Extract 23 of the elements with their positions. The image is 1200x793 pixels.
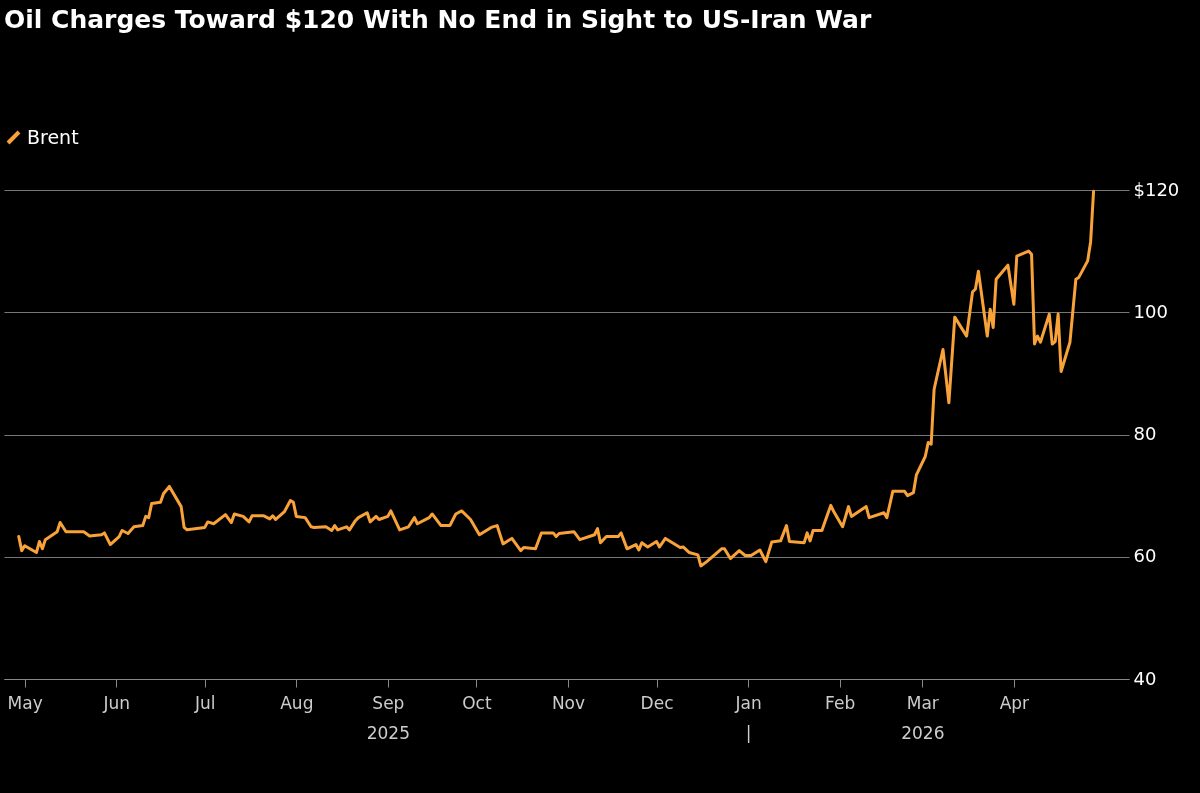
chart-title: Oil Charges Toward $120 With No End in Sight to US-Iran War	[4, 5, 872, 34]
x2-tick-label: 2025	[366, 722, 410, 743]
x-tick-label: Nov	[551, 692, 586, 713]
x2-tick-label: 2026	[901, 722, 945, 743]
x2-tick-label: |	[745, 722, 752, 743]
y-tick-label: 60	[1133, 545, 1157, 567]
x-tick-label: Jun	[102, 692, 130, 713]
x-tick-label: Jan	[734, 692, 762, 713]
x-tick-label: Apr	[999, 692, 1030, 713]
x-tick-label: Mar	[906, 692, 939, 713]
y-tick-label: 100	[1133, 300, 1168, 322]
x-tick-label: Feb	[825, 692, 856, 713]
y-tick-label: 40	[1133, 667, 1157, 689]
x-tick-label: Oct	[462, 692, 492, 713]
x-tick-label: May	[7, 692, 43, 713]
y-tick-label: 80	[1133, 423, 1157, 444]
x-tick-label: Aug	[280, 692, 314, 713]
line-series	[17, 189, 1096, 568]
x-tick-label: Sep	[372, 692, 405, 713]
x-tick-label: Dec	[640, 692, 674, 713]
legend-label: Brent	[27, 125, 79, 148]
x-tick-label: Jul	[194, 692, 216, 713]
y-tick-label: $120	[1133, 178, 1180, 200]
